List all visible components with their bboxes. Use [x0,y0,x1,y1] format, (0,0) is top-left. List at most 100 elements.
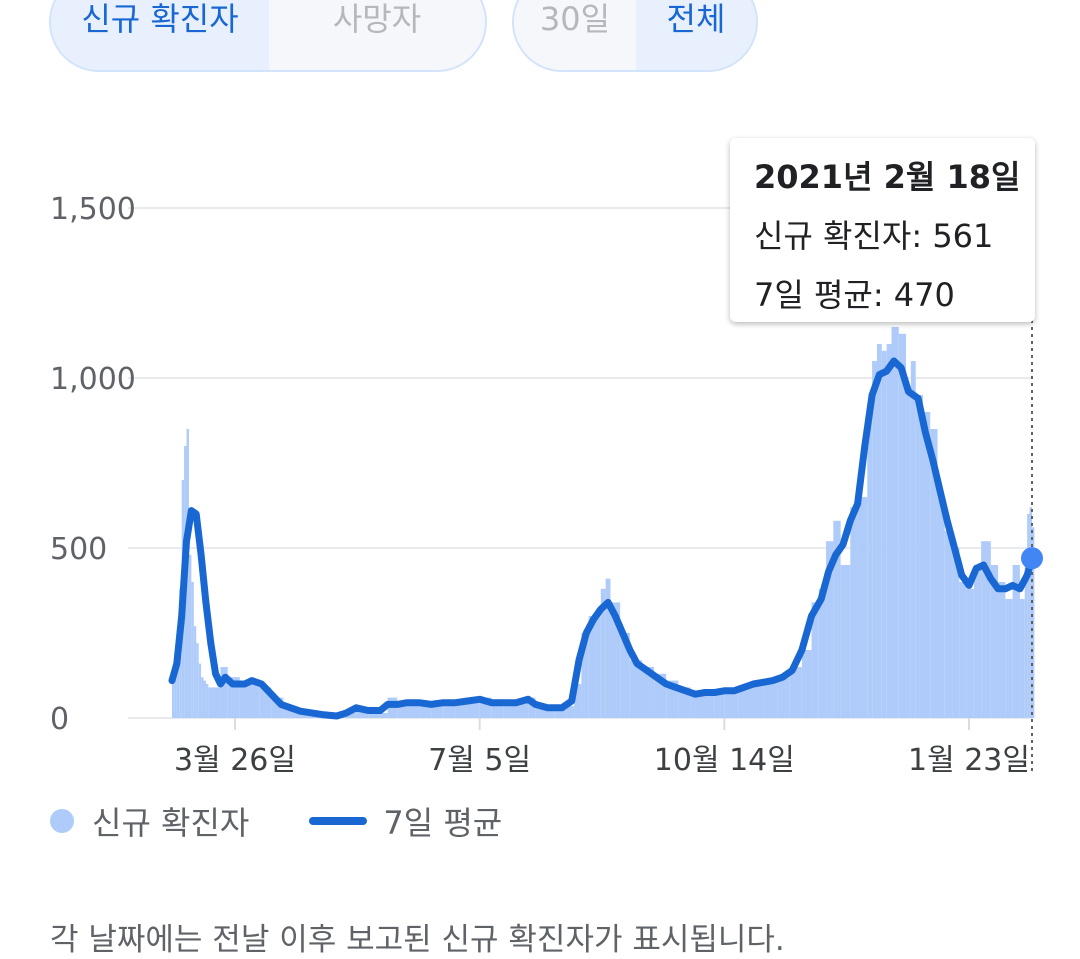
daily-case-bar [283,706,296,718]
daily-case-bar [833,520,841,718]
y-tick-label: 0 [50,702,69,737]
daily-case-bar [641,667,655,718]
daily-case-bar [990,565,999,718]
tab-new-cases[interactable]: 신규 확진자 [51,0,269,70]
hover-marker-layer [1021,320,1043,775]
daily-case-bar [188,554,192,718]
daily-case-bar [174,663,177,718]
daily-case-bar [191,582,194,718]
daily-case-bar [620,633,630,718]
daily-case-bar [566,706,575,718]
daily-case-bar [818,588,827,718]
daily-case-bar [922,412,931,718]
daily-case-bar [196,643,199,718]
daily-case-bar [1005,599,1013,718]
daily-case-bar [998,582,1006,718]
daily-case-bar [763,680,778,718]
daily-case-bar [610,602,621,718]
daily-case-bar [789,667,802,718]
y-axis-labels: 0 500 1,000 1,500 [50,192,136,737]
daily-case-bar [581,633,589,718]
daily-case-bar [850,507,858,718]
legend-average-label: 7일 평균 [383,804,503,842]
daily-case-bar [467,701,480,718]
daily-case-bar [840,565,851,718]
daily-case-bar [397,706,407,718]
daily-case-bar [738,687,751,718]
legend-cases-label: 신규 확진자 [92,804,250,842]
daily-case-bar [528,697,536,718]
daily-case-bar [959,582,967,718]
daily-case-bar [172,677,175,718]
daily-case-bar [857,497,868,718]
tooltip-date: 2021년 2월 18일 [754,158,1021,196]
daily-case-bar [777,677,790,718]
daily-case-bar [368,711,381,718]
tooltip-new-cases: 신규 확진자: 561 [754,217,994,255]
daily-case-bar [588,616,596,718]
x-axis-labels: 3월 26일 7월 5일 10월 14일 1월 23일 [174,718,1030,778]
daily-case-bar [952,548,960,718]
legend-average-swatch [309,817,368,825]
daily-case-bar [867,412,873,718]
daily-case-bar [203,680,206,718]
daily-case-bar [944,531,953,718]
daily-case-bar [595,609,601,718]
daily-case-bar [750,684,764,718]
daily-case-bar [554,706,567,718]
daily-case-bar [356,709,369,718]
hover-point [1021,547,1043,570]
daily-case-bar [886,344,892,718]
tab-deaths[interactable]: 사망자 [269,0,485,70]
metric-toggle: 신규 확진자 사망자 [49,0,487,72]
daily-case-bar [239,680,250,718]
x-tick-label: 10월 14일 [654,743,795,778]
daily-case-bar [380,712,388,718]
chart-footnote: 각 날짜에는 전날 이후 보고된 신규 확진자가 표시됩니다. [50,922,785,958]
daily-case-bar [605,578,611,718]
tooltip-seven-day-average: 7일 평균: 470 [754,276,955,314]
daily-case-bar [201,677,204,718]
legend-cases-swatch [50,809,74,833]
y-tick-label: 1,500 [50,192,136,227]
daily-case-bar [826,541,834,718]
hover-tooltip: 2021년 2월 18일 신규 확진자: 561 7일 평균: 470 [730,138,1035,322]
daily-case-bar [198,663,202,718]
daily-case-bar [881,350,887,718]
tab-all-time[interactable]: 전체 [636,0,756,70]
daily-case-bar [535,707,546,718]
chart-legend: 신규 확진자 7일 평균 [50,798,502,844]
daily-case-bar [702,694,715,718]
daily-case-bar [981,541,991,718]
range-toggle: 30일 전체 [512,0,758,72]
daily-case-bar [801,650,812,718]
daily-case-bar [193,626,197,718]
daily-case-bar [930,429,938,718]
daily-case-bar [205,684,209,718]
daily-case-bar [915,395,923,718]
daily-case-bar [1019,599,1025,718]
x-tick-label: 3월 26일 [174,743,296,778]
daily-case-bar [629,660,642,718]
seven-day-average-line [168,357,1036,720]
cases-chart[interactable]: 0 500 1,000 1,500 3월 26일 7월 5일 10월 14일 1월 23일 [0,0,1080,800]
daily-case-bar [176,643,180,718]
x-tick-label: 7월 5일 [428,743,531,778]
daily-case-bar [600,588,606,718]
daily-case-bar [220,667,228,718]
daily-case-bar [891,327,899,718]
daily-case-bar [431,704,444,718]
daily-case-bar [906,388,911,718]
daily-case-bar [690,694,703,718]
daily-case-bar [574,684,582,718]
daily-case-bar [249,684,260,718]
daily-case-bar [1032,527,1035,718]
daily-case-bar [516,702,529,718]
daily-case-bar [455,702,468,718]
daily-case-bar [973,565,982,718]
x-tick-label: 1월 23일 [908,743,1030,778]
tab-30-days[interactable]: 30일 [514,0,636,70]
daily-case-bar [714,690,725,718]
daily-case-bar [208,687,221,718]
daily-case-bar [898,333,907,718]
